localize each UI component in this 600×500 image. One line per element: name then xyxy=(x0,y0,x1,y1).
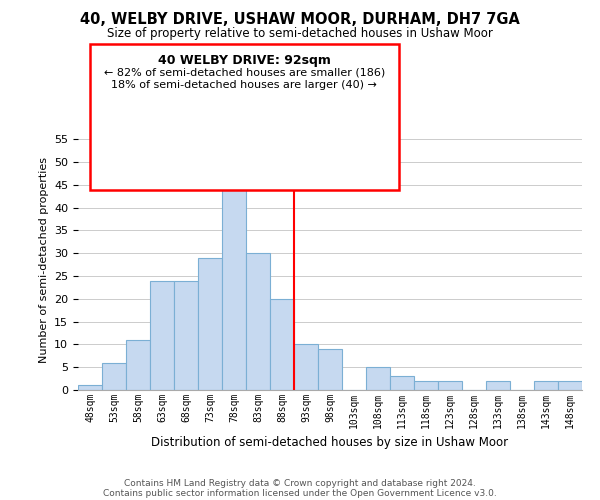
Text: Size of property relative to semi-detached houses in Ushaw Moor: Size of property relative to semi-detach… xyxy=(107,28,493,40)
Bar xyxy=(102,362,126,390)
Bar xyxy=(150,280,174,390)
Bar xyxy=(198,258,222,390)
Text: 40 WELBY DRIVE: 92sqm: 40 WELBY DRIVE: 92sqm xyxy=(158,54,331,68)
Bar xyxy=(174,280,198,390)
X-axis label: Distribution of semi-detached houses by size in Ushaw Moor: Distribution of semi-detached houses by … xyxy=(151,436,509,450)
Bar xyxy=(390,376,414,390)
Text: Contains public sector information licensed under the Open Government Licence v3: Contains public sector information licen… xyxy=(103,488,497,498)
Text: 40, WELBY DRIVE, USHAW MOOR, DURHAM, DH7 7GA: 40, WELBY DRIVE, USHAW MOOR, DURHAM, DH7… xyxy=(80,12,520,28)
Bar xyxy=(222,184,246,390)
Bar xyxy=(126,340,150,390)
Bar xyxy=(366,367,390,390)
Bar xyxy=(534,381,558,390)
Bar xyxy=(78,386,102,390)
Bar xyxy=(294,344,318,390)
Bar xyxy=(246,253,270,390)
Bar xyxy=(270,299,294,390)
Y-axis label: Number of semi-detached properties: Number of semi-detached properties xyxy=(38,157,49,363)
Text: Contains HM Land Registry data © Crown copyright and database right 2024.: Contains HM Land Registry data © Crown c… xyxy=(124,478,476,488)
Bar xyxy=(414,381,438,390)
Bar xyxy=(438,381,462,390)
Bar xyxy=(486,381,510,390)
Bar xyxy=(318,349,342,390)
Text: 18% of semi-detached houses are larger (40) →: 18% of semi-detached houses are larger (… xyxy=(112,80,377,90)
Bar xyxy=(558,381,582,390)
Text: ← 82% of semi-detached houses are smaller (186): ← 82% of semi-detached houses are smalle… xyxy=(104,68,385,78)
